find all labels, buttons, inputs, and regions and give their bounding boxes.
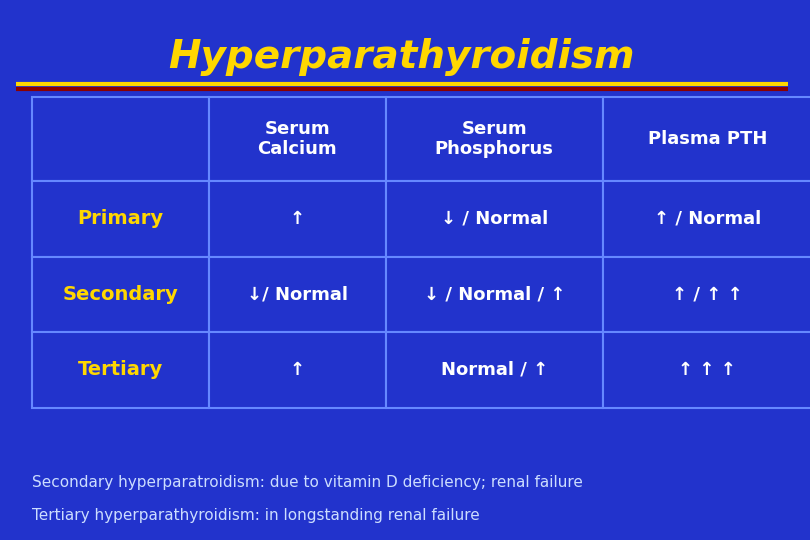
Text: Primary: Primary <box>78 209 164 228</box>
Text: ↑: ↑ <box>290 361 305 379</box>
Text: Plasma PTH: Plasma PTH <box>647 130 767 148</box>
FancyBboxPatch shape <box>209 181 386 256</box>
FancyBboxPatch shape <box>209 97 386 181</box>
FancyBboxPatch shape <box>386 97 603 181</box>
FancyBboxPatch shape <box>603 332 810 408</box>
FancyBboxPatch shape <box>32 181 209 256</box>
FancyBboxPatch shape <box>603 181 810 256</box>
Text: Secondary: Secondary <box>62 285 178 304</box>
FancyBboxPatch shape <box>603 256 810 332</box>
Text: Normal / ↑: Normal / ↑ <box>441 361 548 379</box>
Text: ↓ / Normal: ↓ / Normal <box>441 210 548 228</box>
Text: ↓/ Normal: ↓/ Normal <box>247 285 347 303</box>
Text: ↓ / Normal / ↑: ↓ / Normal / ↑ <box>424 285 565 303</box>
Text: Serum
Phosphorus: Serum Phosphorus <box>435 120 554 158</box>
Text: ↑ / Normal: ↑ / Normal <box>654 210 761 228</box>
Text: Secondary hyperparatroidism: due to vitamin D deficiency; renal failure: Secondary hyperparatroidism: due to vita… <box>32 475 583 490</box>
FancyBboxPatch shape <box>386 332 603 408</box>
FancyBboxPatch shape <box>32 256 209 332</box>
FancyBboxPatch shape <box>603 97 810 181</box>
FancyBboxPatch shape <box>209 332 386 408</box>
Text: ↑ / ↑ ↑: ↑ / ↑ ↑ <box>672 285 743 303</box>
FancyBboxPatch shape <box>386 181 603 256</box>
Text: ↑ ↑ ↑: ↑ ↑ ↑ <box>678 361 736 379</box>
FancyBboxPatch shape <box>209 256 386 332</box>
Text: ↑: ↑ <box>290 210 305 228</box>
Text: Hyperparathyroidism: Hyperparathyroidism <box>168 38 635 76</box>
Text: Serum
Calcium: Serum Calcium <box>258 120 337 158</box>
Text: Tertiary: Tertiary <box>78 360 163 380</box>
FancyBboxPatch shape <box>32 97 209 181</box>
Text: Tertiary hyperparathyroidism: in longstanding renal failure: Tertiary hyperparathyroidism: in longsta… <box>32 508 480 523</box>
FancyBboxPatch shape <box>386 256 603 332</box>
FancyBboxPatch shape <box>32 332 209 408</box>
